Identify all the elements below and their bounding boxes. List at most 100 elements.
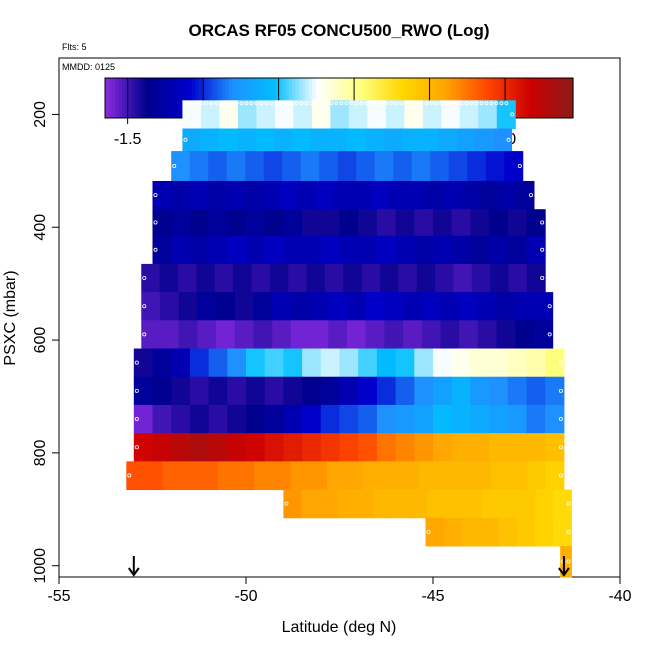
colorbar-segment [211,78,216,118]
heatmap-cell [471,263,491,293]
colorbar-segment [118,78,123,118]
colorbar-segment [108,78,113,118]
heatmap-cell [324,263,344,293]
colorbar-segment [489,78,494,118]
heatmap-cell [182,100,202,130]
track-point [134,445,139,450]
track-point [566,501,571,506]
colorbar-segment [359,78,363,118]
colorbar-segment [349,78,353,118]
heatmap-cell [171,348,191,378]
heatmap-cell [398,263,418,293]
heatmap-cell [485,151,505,182]
heatmap-cell [527,461,547,491]
colorbar-segment [242,78,246,118]
heatmap-cell [246,404,266,434]
colorbar-segment [459,78,464,118]
heatmap-cell [235,461,255,491]
colorbar-segment [115,78,119,118]
heatmap-cell [339,209,359,237]
heatmap-cell [288,263,308,293]
track-point [419,101,424,106]
colorbar-segment [268,78,273,118]
track-point [540,276,545,281]
colorbar-segment [205,78,210,118]
heatmap-cell [302,235,322,265]
colorbar-segment [569,78,574,118]
heatmap-cell [430,151,450,182]
heatmap-cell [334,180,353,210]
heatmap-cell [489,404,509,434]
colorbar-segment [308,78,313,118]
heatmap-cell [290,461,310,491]
heatmap-cell [245,151,265,182]
heatmap-cell [189,348,210,378]
heatmap-cell [283,376,303,406]
heatmap-cell [489,348,509,378]
track-point [404,101,409,106]
colorbar-segment [372,78,377,118]
heatmap-cell [328,320,348,350]
colorbar-segment [445,78,450,118]
heatmap-cell [526,433,546,462]
track-point [184,101,189,106]
track-point [384,101,389,106]
x-tick-label: -50 [234,588,257,605]
x-axis-label: Latitude (deg N) [282,619,397,636]
heatmap-cell [264,376,284,406]
heatmap-cell [517,489,536,519]
colorbar-segment [238,78,243,118]
heatmap-cell [234,320,254,350]
colorbar-segment [522,78,527,118]
heatmap-cell [246,348,266,378]
track-point [324,101,329,106]
heatmap-cell [496,100,516,130]
track-point [189,101,194,106]
colorbar-segment [288,78,293,118]
colorbar-segment [512,78,517,118]
heatmap-cell [208,376,228,406]
heatmap-cell [197,320,217,350]
heatmap-cell [470,404,490,434]
track-point [510,112,515,117]
track-point [153,193,158,198]
track-point [249,101,254,106]
track-point [153,247,158,252]
colorbar-segment [499,78,504,118]
heatmap-cell [433,404,453,434]
track-point [204,101,209,106]
track-point [194,101,199,106]
heatmap-cell [309,320,329,350]
colorbar-segment [532,78,537,118]
heatmap-cell [404,100,424,130]
track-point [183,112,188,117]
date-annotation: MMDD: 0125 [62,62,115,72]
heatmap-cell [433,433,453,462]
track-point [172,164,177,169]
heatmap-cell [363,461,383,491]
heatmap-cell [246,209,266,237]
track-point [369,101,374,106]
colorbar-segment [566,78,571,118]
heatmap-cell [507,433,527,462]
colorbar-segment [395,78,400,118]
heatmap-cell [319,151,339,182]
heatmap-cell [526,235,546,265]
heatmap-cell [403,320,423,350]
colorbar-segment [111,78,116,118]
track-point [364,101,369,106]
track-point [142,304,147,309]
heatmap-cell [391,489,410,519]
colorbar-segment [245,78,250,118]
track-point [209,101,214,106]
heatmap-cell [178,263,197,293]
heatmap-cell [384,320,404,350]
heatmap-cell [395,376,415,406]
colorbar-segment [265,78,270,118]
heatmap-cell [489,235,509,265]
colorbar-segment [402,78,407,118]
heatmap-cell [339,235,359,265]
heatmap-cell [126,461,146,491]
heatmap-cell [365,320,385,350]
